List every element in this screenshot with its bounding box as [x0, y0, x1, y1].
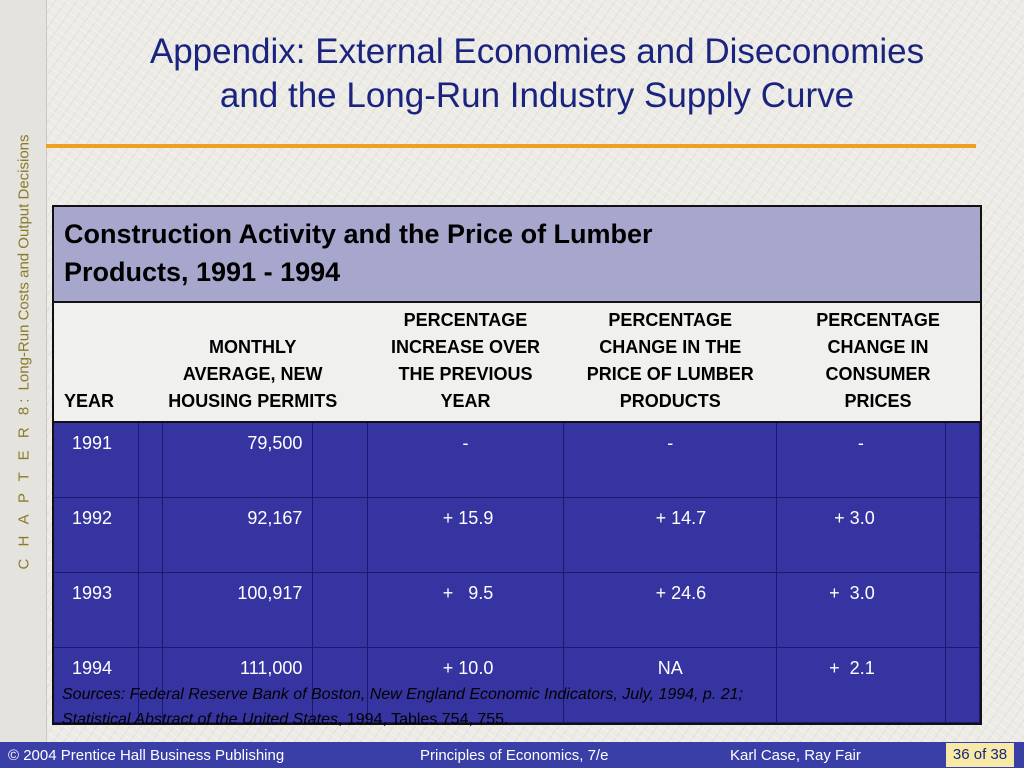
slide-title-line1: Appendix: External Economies and Disecon…	[149, 32, 925, 71]
sources-line1: Sources: Federal Reserve Bank of Boston,…	[62, 686, 743, 703]
footer-bar: © 2004 Prentice Hall Business Publishing…	[0, 742, 1024, 768]
chapter-label: C H A P T E R 8:	[15, 394, 33, 570]
cell-permits: 111,000	[162, 647, 314, 723]
header-increase: PERCENTAGE INCREASE OVER THE PREVIOUS YE…	[367, 302, 564, 423]
cell-spacer	[138, 572, 163, 648]
page-counter: 36 of 38	[946, 743, 1014, 767]
cell-permits: 79,500	[162, 422, 314, 498]
cell-increase: + 9.5	[367, 572, 565, 648]
cell-spacer	[312, 647, 368, 723]
table-row: 1992 92,167 + 15.9 + 14.7 + 3.0	[54, 497, 981, 573]
cell-cpi: + 2.1	[776, 647, 946, 723]
header-lumber: PERCENTAGE CHANGE IN THE PRICE OF LUMBER…	[563, 302, 777, 423]
cell-spacer	[312, 422, 368, 498]
cell-spacer	[138, 497, 163, 573]
table-header-row: YEAR MONTHLY AVERAGE, NEW HOUSING PERMIT…	[54, 302, 980, 423]
slide-title: Appendix: External Economies and Disecon…	[50, 30, 1024, 118]
sources-note: Sources: Federal Reserve Bank of Boston,…	[62, 682, 962, 732]
table-row: 1994 111,000 + 10.0 NA + 2.1	[54, 647, 981, 723]
cell-spacer	[312, 497, 368, 573]
title-divider	[46, 144, 976, 148]
cell-cpi: -	[776, 422, 946, 498]
cell-increase: + 15.9	[367, 497, 565, 573]
header-permits: MONTHLY AVERAGE, NEW HOUSING PERMITS	[138, 302, 368, 423]
footer-authors: Karl Case, Ray Fair	[730, 747, 861, 764]
cell-year: 1991	[54, 422, 139, 498]
header-increase-text: PERCENTAGE INCREASE OVER THE PREVIOUS YE…	[390, 310, 540, 411]
cell-lumber: + 24.6	[563, 572, 778, 648]
cell-year: 1994	[54, 647, 139, 723]
cell-lumber: + 14.7	[563, 497, 778, 573]
table-caption-line2: Products, 1991 - 1994	[64, 257, 341, 287]
cell-year: 1992	[54, 497, 139, 573]
cell-spacer	[312, 572, 368, 648]
cell-permits: 92,167	[162, 497, 314, 573]
cell-spacer	[945, 647, 981, 723]
header-cpi: PERCENTAGE CHANGE IN CONSUMER PRICES	[776, 302, 980, 423]
cell-spacer	[945, 497, 981, 573]
cell-spacer	[945, 572, 981, 648]
footer-copyright: © 2004 Prentice Hall Business Publishing	[8, 747, 285, 764]
cell-lumber: NA	[563, 647, 778, 723]
table-row: 1991 79,500 - - -	[54, 422, 981, 498]
chapter-topic: Long-Run Costs and Output Decisions	[15, 134, 33, 391]
header-lumber-text: PERCENTAGE CHANGE IN THE PRICE OF LUMBER…	[586, 310, 754, 411]
cell-year: 1993	[54, 572, 139, 648]
cell-lumber: -	[563, 422, 778, 498]
cell-spacer	[138, 422, 163, 498]
cell-increase: + 10.0	[367, 647, 565, 723]
left-sidebar	[0, 0, 47, 742]
sources-tables: , 1994, Tables 754, 755.	[337, 711, 509, 728]
cell-increase: -	[367, 422, 565, 498]
slide-title-line2: and the Long-Run Industry Supply Curve	[219, 76, 855, 115]
cell-permits: 100,917	[162, 572, 314, 648]
cell-spacer	[945, 422, 981, 498]
cell-cpi: + 3.0	[776, 497, 946, 573]
data-table: Construction Activity and the Price of L…	[52, 205, 982, 725]
sources-title: Statistical Abstract of the United State…	[62, 711, 338, 728]
table-caption-line1: Construction Activity and the Price of L…	[64, 219, 653, 249]
chapter-side-label: C H A P T E R 8: Long-Run Costs and Outp…	[16, 134, 33, 569]
header-cpi-text: PERCENTAGE CHANGE IN CONSUMER PRICES	[816, 310, 940, 411]
table-row: 1993 100,917 + 9.5 + 24.6 + 3.0	[54, 572, 981, 648]
header-year: YEAR	[54, 302, 139, 423]
cell-cpi: + 3.0	[776, 572, 946, 648]
footer-book: Principles of Economics, 7/e	[420, 747, 609, 764]
cell-spacer	[138, 647, 163, 723]
table-caption: Construction Activity and the Price of L…	[54, 207, 980, 303]
header-permits-text: MONTHLY AVERAGE, NEW HOUSING PERMITS	[168, 337, 338, 411]
